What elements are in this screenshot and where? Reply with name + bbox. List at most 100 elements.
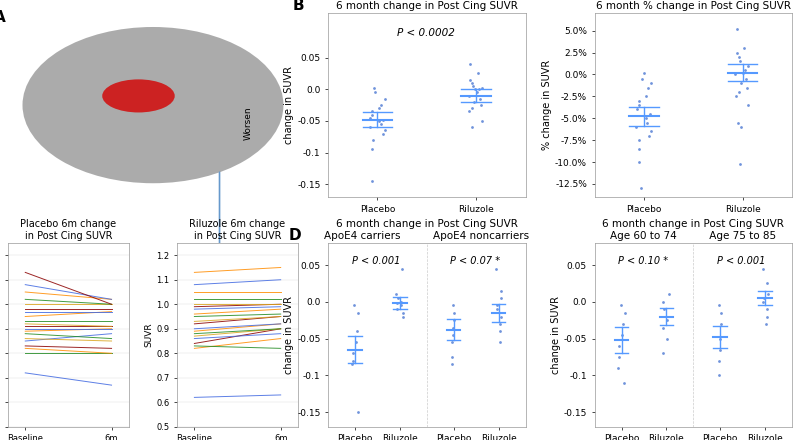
Point (390, 306, 403, 313)
Point (661, 317, 674, 324)
Point (462, 92, 475, 99)
Point (758, 295, 770, 302)
Point (366, 136, 379, 143)
Point (376, 130, 389, 137)
Point (346, 350, 359, 357)
Point (734, 58, 746, 65)
Point (643, 110, 656, 117)
Point (373, 105, 386, 112)
Point (446, 302, 459, 309)
Y-axis label: % change in SUVR: % change in SUVR (542, 60, 552, 150)
Point (738, 45, 750, 52)
Point (730, 49, 743, 56)
Point (639, 115, 652, 122)
Point (366, 108, 378, 115)
Point (632, 102, 645, 109)
Text: A: A (0, 10, 6, 25)
Point (734, 124, 747, 131)
Point (734, 160, 746, 167)
Point (494, 287, 507, 294)
Point (366, 146, 379, 153)
Point (760, 313, 773, 320)
Ellipse shape (22, 27, 283, 183)
Point (732, 53, 745, 60)
Point (447, 324, 460, 331)
Point (475, 84, 488, 92)
Point (390, 300, 403, 307)
Point (634, 185, 647, 192)
Point (740, 75, 753, 82)
Point (364, 114, 377, 121)
Point (464, 60, 477, 67)
Point (494, 339, 506, 346)
Point (474, 95, 486, 102)
Point (762, 291, 774, 298)
Point (645, 80, 658, 87)
Y-axis label: change in SUVR: change in SUVR (284, 296, 294, 374)
Point (350, 328, 363, 335)
Point (472, 86, 485, 93)
Point (757, 265, 770, 272)
Point (757, 298, 770, 305)
Title: Placebo 6m change
in Post Cing SUVR: Placebo 6m change in Post Cing SUVR (20, 219, 117, 241)
Point (366, 178, 379, 185)
Point (378, 95, 391, 102)
Point (713, 372, 726, 379)
Text: B: B (293, 0, 304, 14)
Point (494, 295, 507, 302)
Point (377, 116, 390, 123)
Y-axis label: change in SUVR: change in SUVR (551, 296, 561, 374)
Point (645, 128, 658, 135)
Point (613, 353, 626, 360)
Point (368, 84, 381, 92)
Point (614, 302, 627, 309)
Point (490, 306, 503, 313)
Point (346, 357, 359, 364)
Point (617, 320, 630, 327)
Point (494, 328, 506, 335)
Point (714, 320, 727, 327)
Title: 6 month change in Post Cing SUVR
Age 60 to 74          Age 75 to 85: 6 month change in Post Cing SUVR Age 60 … (602, 219, 784, 241)
Point (397, 313, 410, 320)
Point (657, 324, 670, 331)
Point (491, 302, 504, 309)
Point (446, 361, 458, 368)
Point (639, 93, 652, 100)
Point (737, 69, 750, 76)
Point (396, 265, 409, 272)
Point (742, 62, 754, 69)
Point (616, 331, 629, 338)
Point (448, 309, 461, 316)
Point (760, 320, 773, 327)
Point (657, 298, 670, 305)
Point (369, 89, 382, 96)
Text: P < 0.0002: P < 0.0002 (397, 28, 455, 38)
Point (630, 106, 643, 113)
Text: P < 0.10 *: P < 0.10 * (618, 256, 669, 266)
Point (363, 124, 376, 131)
Point (464, 76, 477, 83)
Point (378, 127, 391, 134)
Point (366, 111, 378, 118)
Point (741, 84, 754, 91)
Point (658, 306, 670, 313)
Point (448, 317, 461, 324)
Point (729, 71, 742, 78)
Point (730, 93, 742, 100)
Point (661, 335, 674, 342)
Point (373, 117, 386, 125)
Point (462, 108, 475, 115)
Point (471, 70, 484, 77)
Point (732, 119, 745, 126)
Point (657, 350, 670, 357)
Point (761, 280, 774, 287)
Point (474, 102, 487, 109)
Point (713, 357, 726, 364)
Point (630, 124, 642, 131)
Point (475, 117, 488, 125)
Point (642, 84, 654, 91)
Title: 6 month change in Post Cing SUVR: 6 month change in Post Cing SUVR (336, 1, 518, 11)
Text: D: D (289, 228, 302, 243)
Point (466, 105, 478, 112)
Point (761, 306, 774, 313)
